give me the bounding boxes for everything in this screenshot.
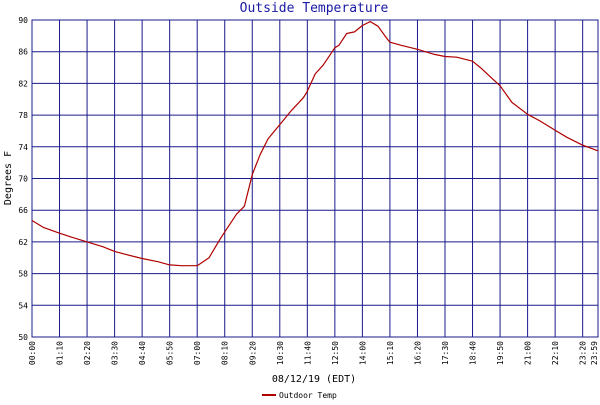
x-tick-label: 08:10 — [221, 341, 230, 365]
y-tick-label: 74 — [18, 143, 28, 152]
chart-title: Outside Temperature — [240, 1, 389, 16]
x-tick-label: 04:40 — [138, 341, 147, 365]
x-tick-labels: 00:00 01:10 02:20 03:30 04:40 05:50 07:00 08:10… — [28, 341, 599, 365]
y-axis-label: Degrees F — [3, 151, 14, 205]
x-tick-label: 14:00 — [358, 341, 367, 365]
x-tick-label: 01:10 — [56, 341, 65, 365]
x-tick-label: 03:30 — [111, 341, 120, 365]
legend: Outdoor Temp — [262, 391, 337, 400]
y-tick-label: 58 — [18, 270, 28, 279]
legend-label-outdoor-temp: Outdoor Temp — [279, 391, 337, 400]
x-axis-label: 08/12/19 (EDT) — [272, 374, 356, 385]
x-tick-label: 15:10 — [386, 341, 395, 365]
y-tick-label: 50 — [18, 333, 28, 342]
series-layer — [31, 21, 599, 267]
grid-lines — [31, 19, 599, 338]
x-tick-label: 12:50 — [331, 341, 340, 365]
x-tick-label: 22:10 — [551, 341, 560, 365]
y-tick-label: 66 — [18, 206, 28, 215]
y-tick-label: 62 — [18, 238, 28, 247]
y-tick-label: 54 — [18, 301, 28, 310]
x-tick-label: 05:50 — [166, 341, 175, 365]
x-tick-label: 23:59 — [590, 341, 599, 365]
x-tick-label: 07:00 — [193, 341, 202, 365]
y-tick-label: 70 — [18, 175, 28, 184]
y-tick-label: 86 — [18, 48, 28, 57]
x-tick-label: 19:50 — [496, 341, 505, 365]
x-tick-label: 02:20 — [83, 341, 92, 365]
x-tick-label: 11:40 — [303, 341, 312, 365]
x-tick-label: 18:40 — [469, 341, 478, 365]
plot-area-frame — [31, 19, 599, 338]
x-tick-label: 21:00 — [524, 341, 533, 365]
x-tick-label: 16:20 — [413, 341, 422, 365]
x-tick-label: 00:00 — [28, 341, 37, 365]
x-tick-label: 17:30 — [441, 341, 450, 365]
x-tick-label: 23:20 — [579, 341, 588, 365]
x-tick-label: 09:20 — [248, 341, 257, 365]
y-tick-label: 82 — [18, 79, 28, 88]
x-tick-label: 10:30 — [276, 341, 285, 365]
y-tick-labels: 50 54 58 62 66 70 74 78 82 86 90 — [18, 16, 28, 342]
series-line-outdoor-temp — [31, 21, 599, 267]
y-tick-label: 78 — [18, 111, 28, 120]
y-tick-label: 90 — [18, 16, 28, 25]
